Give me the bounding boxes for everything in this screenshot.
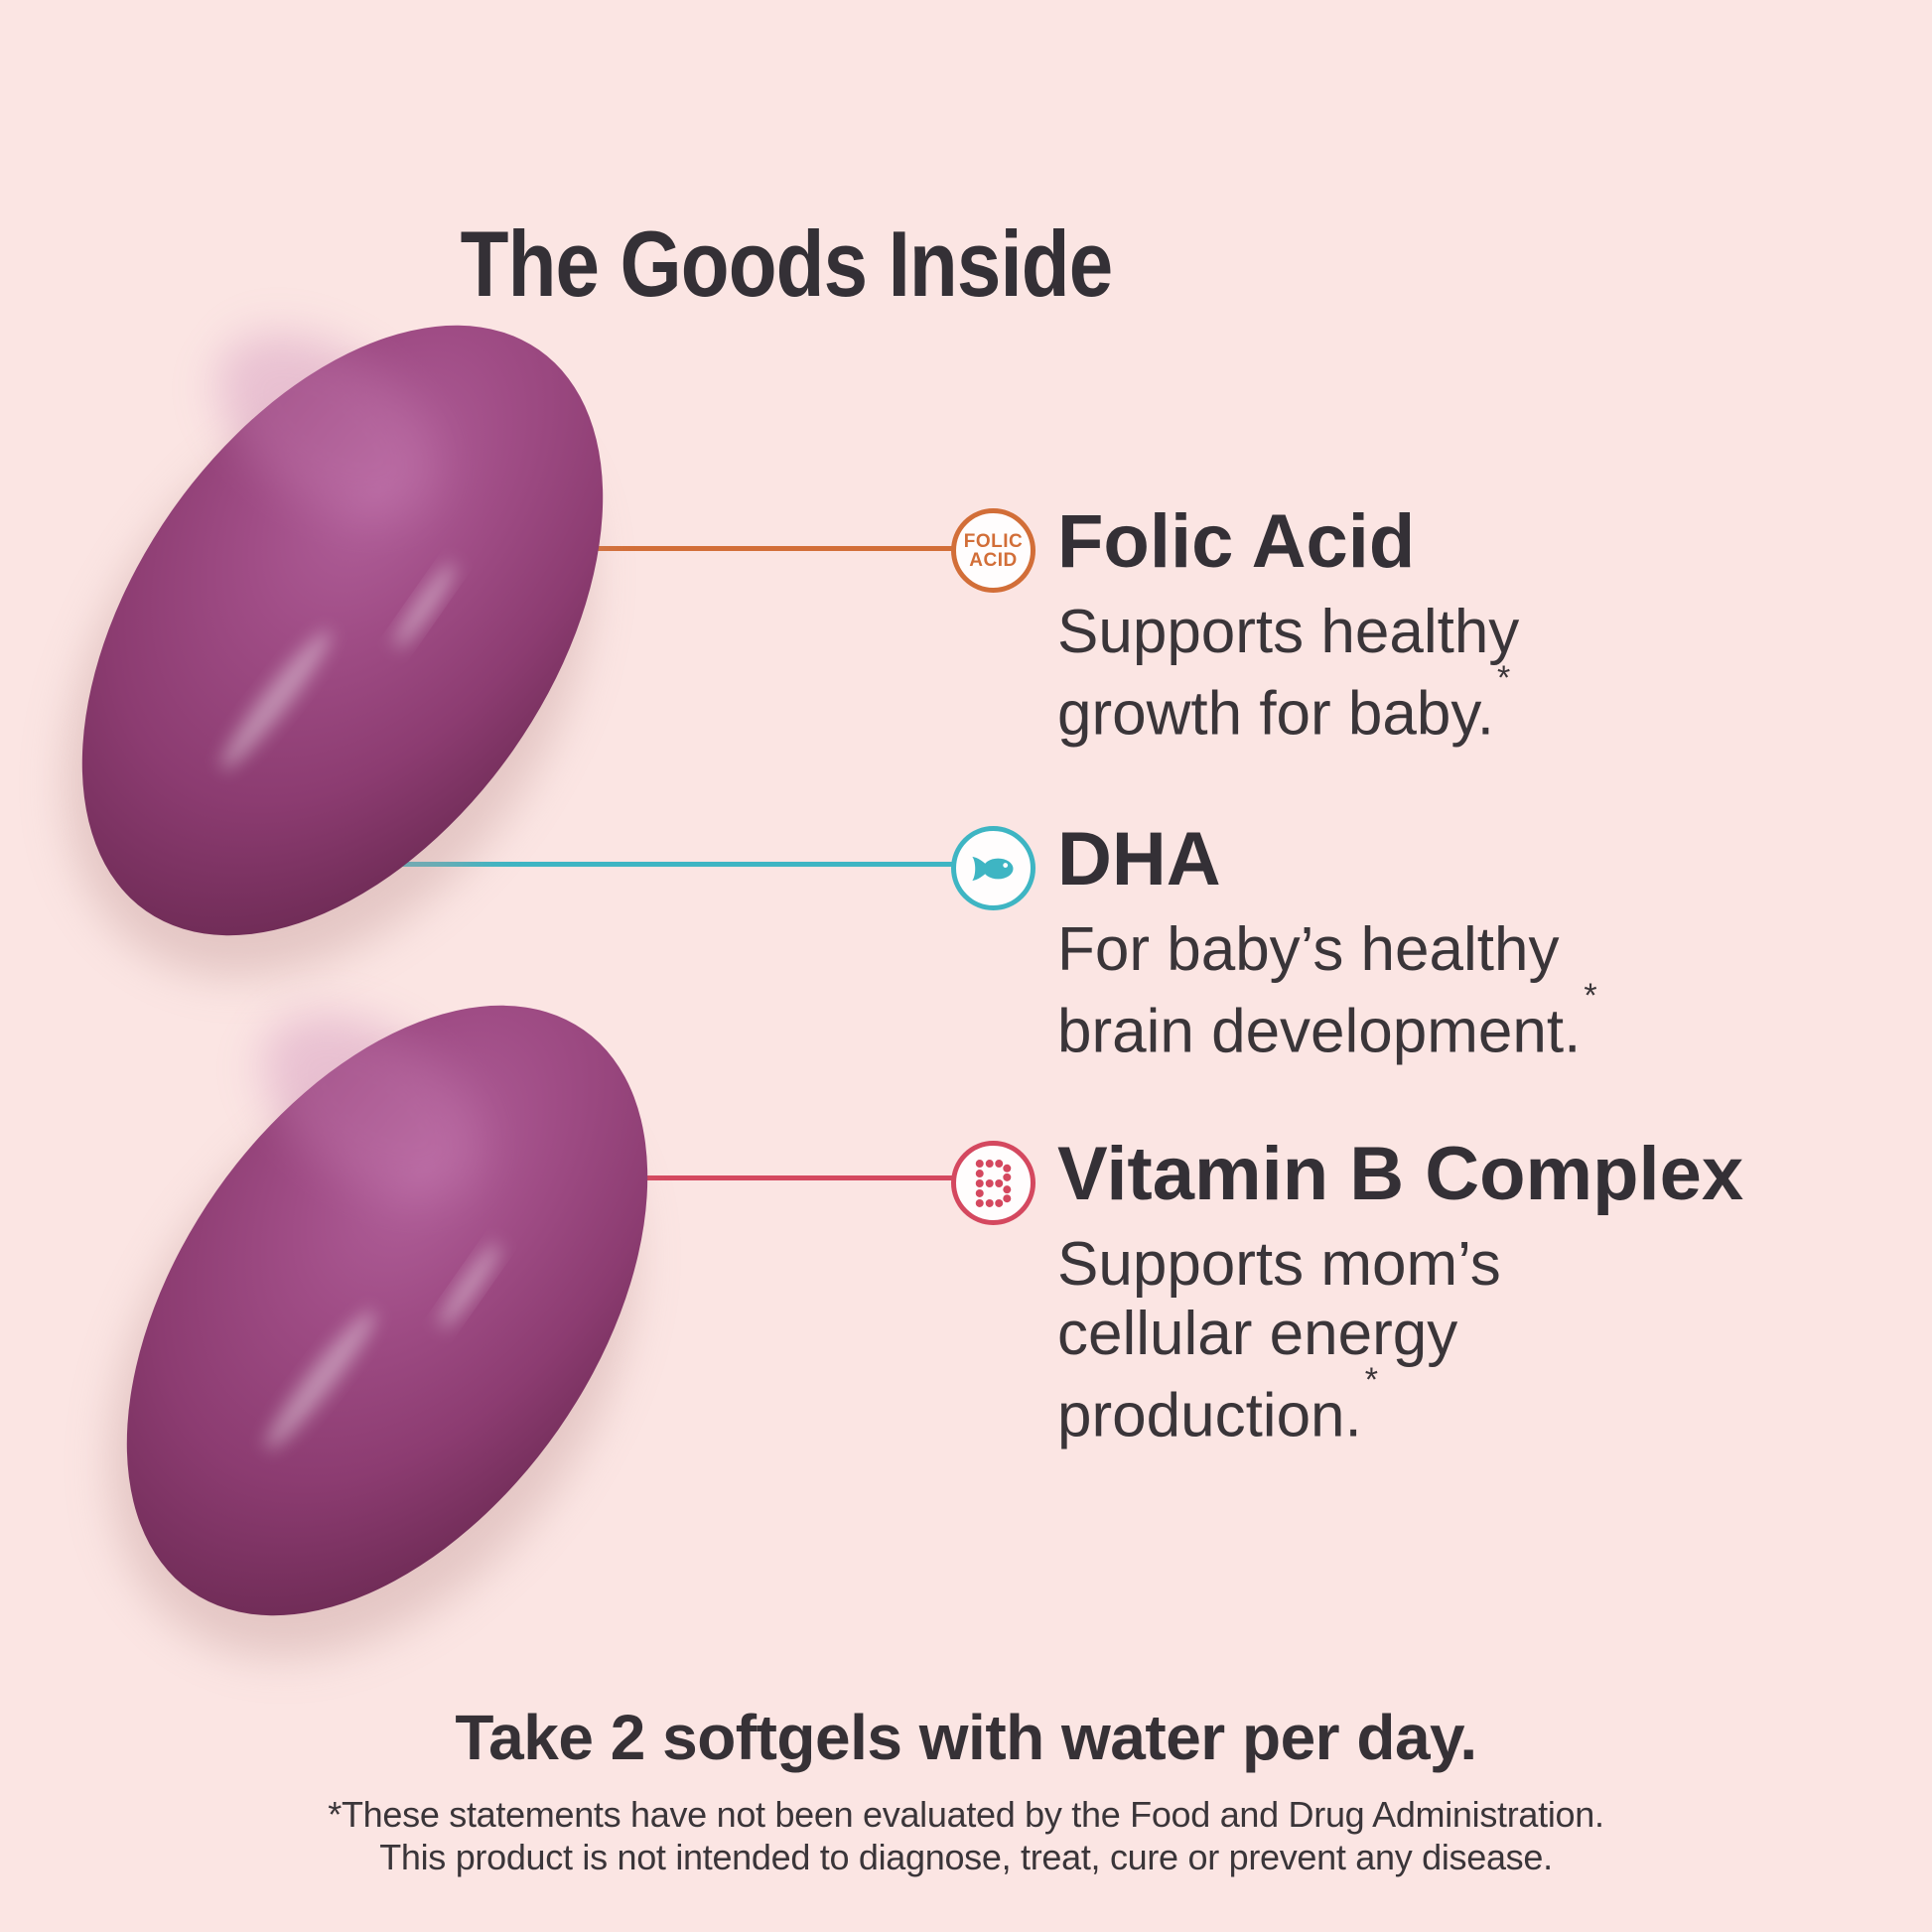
capsule-highlight bbox=[265, 1311, 376, 1449]
folic-acid-badge-icon: FOLIC ACID bbox=[951, 508, 1035, 593]
capsule-highlight bbox=[220, 630, 332, 769]
body-line: production. bbox=[1057, 1381, 1362, 1450]
callout-folic-acid: FOLIC ACID Folic Acid Supports healthy g… bbox=[951, 502, 1519, 750]
softgel-capsule-bottom bbox=[109, 1005, 648, 1658]
callout-heading: DHA bbox=[1057, 817, 1221, 901]
capsule-sheen bbox=[216, 333, 439, 521]
disclaimer-line: *These statements have not been evaluate… bbox=[328, 1794, 1604, 1835]
capsule-body bbox=[126, 1005, 648, 1616]
capsule-highlight bbox=[394, 563, 456, 648]
footnote-asterisk: * bbox=[1584, 977, 1597, 1015]
footnote-asterisk: * bbox=[1364, 1361, 1378, 1399]
fish-icon bbox=[971, 856, 1013, 881]
softgel-capsule-top bbox=[65, 325, 604, 978]
capsule-sheen bbox=[261, 1013, 483, 1201]
body-line: brain development. bbox=[1057, 997, 1582, 1066]
footnote-asterisk: * bbox=[1496, 659, 1511, 697]
dosage-instruction: Take 2 softgels with water per day. bbox=[455, 1702, 1477, 1773]
body-line: cellular energy bbox=[1057, 1300, 1458, 1368]
page-title: The Goods Inside bbox=[460, 210, 1114, 316]
badge-label: ACID bbox=[969, 549, 1018, 571]
capsule-body bbox=[81, 325, 604, 936]
body-line: Supports mom’s bbox=[1057, 1230, 1501, 1299]
callout-vitamin-b-complex: Vitamin B Complex Supports mom’s cellula… bbox=[951, 1135, 1743, 1451]
dotted-b-badge bbox=[951, 1141, 1035, 1225]
dotted-b-icon bbox=[975, 1159, 1011, 1207]
callout-dha: DHA For baby’s healthy brain development… bbox=[951, 820, 1597, 1067]
capsule-highlight bbox=[439, 1243, 500, 1328]
body-line: Supports healthy bbox=[1057, 598, 1520, 666]
body-line: growth for baby. bbox=[1057, 679, 1494, 749]
callout-body: Supports mom’s cellular energy productio… bbox=[1057, 1230, 1743, 1451]
connector-line-folic-acid bbox=[556, 546, 955, 551]
badge-label: FOLIC bbox=[963, 530, 1024, 552]
callout-body: Supports healthy growth for baby.* bbox=[1057, 598, 1519, 750]
body-line: For baby’s healthy bbox=[1057, 915, 1560, 984]
fish-badge bbox=[951, 826, 1035, 910]
callout-heading: Vitamin B Complex bbox=[1057, 1132, 1744, 1216]
fda-disclaimer: *These statements have not been evaluate… bbox=[0, 1793, 1932, 1878]
callout-heading: Folic Acid bbox=[1057, 499, 1416, 584]
connector-line-dha bbox=[357, 862, 955, 867]
callout-body: For baby’s healthy brain development.* bbox=[1057, 915, 1597, 1067]
connector-line-vitamin-b bbox=[616, 1175, 955, 1180]
disclaimer-line: This product is not intended to diagnose… bbox=[379, 1837, 1553, 1877]
